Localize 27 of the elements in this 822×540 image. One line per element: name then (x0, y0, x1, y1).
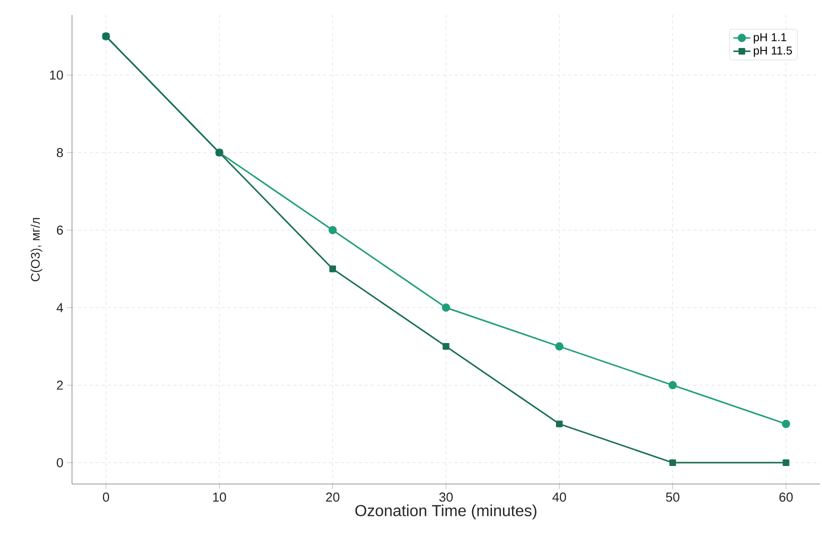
point (669, 459, 676, 466)
point (668, 381, 677, 390)
point (782, 459, 790, 466)
y-axis-title: C(O3), мг/л (30, 218, 42, 282)
y-tick-label: 4 (56, 303, 64, 312)
point (782, 420, 790, 428)
x-tick-label: 40 (552, 492, 566, 502)
point (328, 226, 337, 234)
x-tick-label: 30 (439, 492, 453, 502)
y-tick-label: 6 (56, 226, 63, 235)
x-axis-title: Ozonation Time (minutes) (355, 504, 536, 520)
y-tick-label: 8 (56, 148, 63, 158)
y-tick-label: 2 (56, 380, 63, 390)
point (555, 342, 564, 351)
point (442, 343, 450, 350)
x-tick-label: 50 (666, 492, 680, 502)
y-tick-label: 10 (50, 70, 63, 80)
x-tick-label: 0 (102, 492, 110, 502)
x-tick-label: 20 (326, 492, 340, 502)
legend-label: pH 11.5 (754, 46, 792, 57)
x-tick-label: 60 (779, 492, 793, 502)
x-tick-label: 10 (213, 492, 226, 502)
point (329, 266, 336, 272)
legend-label: pH 1.1 (754, 33, 786, 44)
y-tick-label: 0 (56, 458, 63, 468)
point (442, 304, 450, 312)
point (556, 420, 563, 428)
